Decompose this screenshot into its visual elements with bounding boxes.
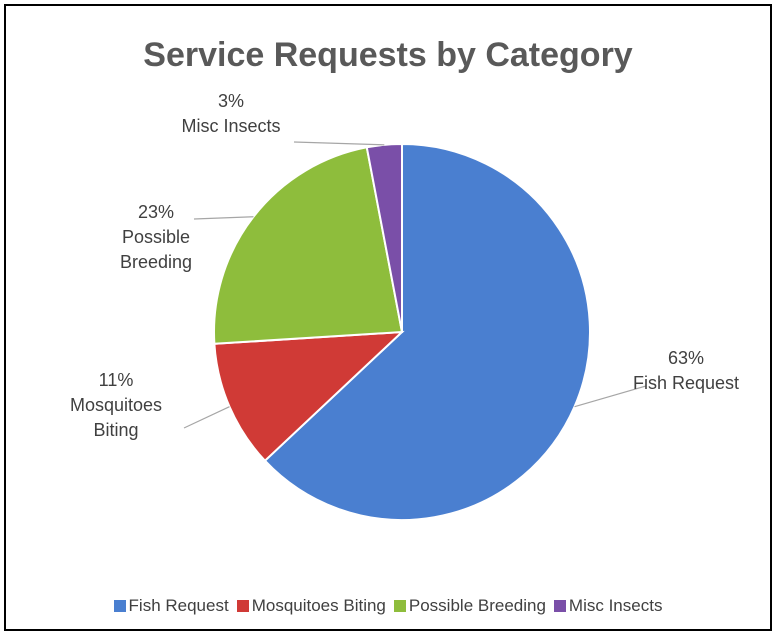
slice-name-label: Mosquitoes — [70, 395, 162, 415]
pie-chart: 63% Fish Request 11% Mosquitoes Biting 23% Pos… — [70, 91, 739, 521]
slice-percent-label: 11% — [99, 370, 134, 390]
slice-name-label: Fish Request — [633, 373, 739, 393]
chart-frame: Service Requests by Category 63% Fish Req… — [4, 4, 772, 631]
slice-percent-label: 63% — [668, 348, 704, 368]
slice-percent-label: 3% — [218, 91, 244, 111]
legend-item-possible-breeding: Possible Breeding — [393, 596, 546, 616]
legend-swatch — [113, 600, 126, 612]
slice-name-label: Possible — [122, 227, 190, 247]
legend-label: Misc Insects — [568, 596, 663, 615]
pie-labels: 63% Fish Request 11% Mosquitoes Biting 23% Pos… — [70, 91, 739, 440]
legend-label: Fish Request — [128, 596, 229, 615]
legend-label: Mosquitoes Biting — [251, 596, 386, 615]
slice-name-label: Misc Insects — [181, 116, 280, 136]
leader-line-possible-breeding — [193, 216, 254, 220]
legend-swatch — [236, 600, 249, 612]
pie-slices — [213, 142, 591, 521]
slice-name-label: Breeding — [120, 252, 192, 272]
chart-title: Service Requests by Category — [143, 36, 633, 74]
leader-line-mosquitoes-biting — [183, 406, 230, 429]
legend-item-fish-request: Fish Request — [113, 596, 229, 616]
legend: Fish Request Mosquitoes Biting Possible Br… — [6, 596, 770, 616]
leader-line-fish-request — [574, 385, 647, 408]
legend-label: Possible Breeding — [408, 596, 546, 615]
slice-name-label: Biting — [93, 420, 138, 440]
legend-swatch — [393, 600, 406, 612]
leader-line-misc-insects — [293, 141, 385, 146]
legend-item-misc-insects: Misc Insects — [553, 596, 663, 616]
slice-percent-label: 23% — [138, 202, 174, 222]
legend-swatch — [553, 600, 566, 612]
pie-leader-lines — [183, 141, 647, 429]
legend-item-mosquitoes-biting: Mosquitoes Biting — [236, 596, 386, 616]
